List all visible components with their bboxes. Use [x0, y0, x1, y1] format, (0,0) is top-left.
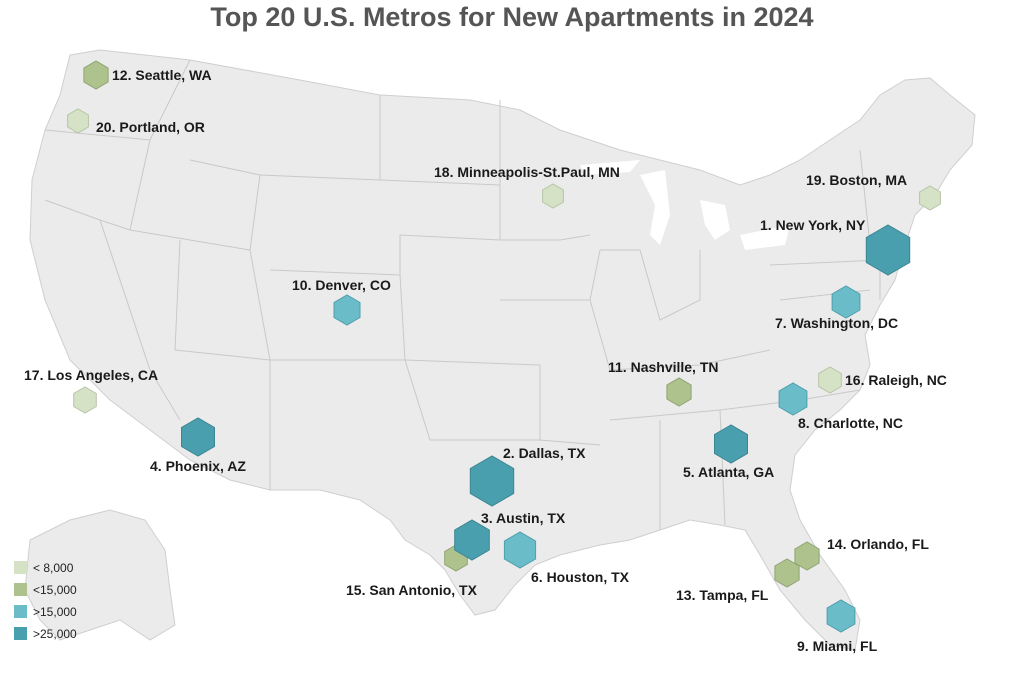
- metro-label-2: 2. Dallas, TX: [503, 445, 586, 461]
- metro-label-14: 14. Orlando, FL: [827, 536, 929, 552]
- legend-label-0: < 8,000: [33, 561, 74, 575]
- metro-hexagon-7[interactable]: [831, 285, 861, 319]
- legend-label-1: <15,000: [33, 583, 77, 597]
- metro-hexagon-8[interactable]: [778, 382, 808, 416]
- metro-label-7: 7. Washington, DC: [775, 315, 898, 331]
- metro-label-9: 9. Miami, FL: [797, 638, 878, 654]
- legend-swatch-0: [14, 561, 27, 574]
- metro-label-3: 3. Austin, TX: [481, 510, 566, 526]
- metro-hexagon-18[interactable]: [542, 183, 564, 209]
- metro-label-17: 17. Los Angeles, CA: [24, 367, 158, 383]
- metro-hexagon-4[interactable]: [181, 417, 215, 457]
- metro-label-12: 12. Seattle, WA: [112, 67, 212, 83]
- metro-label-16: 16. Raleigh, NC: [845, 372, 947, 388]
- metro-hexagon-14[interactable]: [794, 541, 820, 571]
- legend-swatch-2: [14, 605, 27, 618]
- metro-hexagon-12[interactable]: [83, 60, 109, 90]
- metro-label-8: 8. Charlotte, NC: [798, 415, 903, 431]
- metro-label-5: 5. Atlanta, GA: [683, 464, 774, 480]
- metro-hexagon-5[interactable]: [714, 424, 748, 464]
- metro-label-10: 10. Denver, CO: [292, 277, 391, 293]
- metro-hexagon-11[interactable]: [666, 377, 692, 407]
- metro-hexagon-20[interactable]: [67, 108, 89, 134]
- metro-label-11: 11. Nashville, TN: [608, 359, 719, 375]
- metro-label-6: 6. Houston, TX: [531, 569, 630, 585]
- legend-swatch-3: [14, 627, 27, 640]
- map-title: Top 20 U.S. Metros for New Apartments in…: [210, 2, 814, 32]
- legend-swatch-1: [14, 583, 27, 596]
- legend-label-2: >15,000: [33, 605, 77, 619]
- great-lakes: [580, 160, 790, 250]
- metro-hexagon-2[interactable]: [469, 455, 515, 507]
- legend-label-3: >25,000: [33, 627, 77, 641]
- state-boundaries: [44, 59, 881, 530]
- us-landmass: [29, 49, 976, 651]
- metro-hexagon-19[interactable]: [919, 185, 941, 211]
- metro-label-19: 19. Boston, MA: [806, 172, 907, 188]
- metro-label-1: 1. New York, NY: [760, 217, 866, 233]
- metro-hexagon-9[interactable]: [826, 599, 856, 633]
- metro-hexagon-1[interactable]: [865, 224, 911, 276]
- metro-label-18: 18. Minneapolis-St.Paul, MN: [434, 164, 620, 180]
- alaska-landmass: [24, 509, 176, 641]
- metro-label-4: 4. Phoenix, AZ: [150, 458, 246, 474]
- metro-label-20: 20. Portland, OR: [96, 119, 205, 135]
- metro-label-15: 15. San Antonio, TX: [346, 582, 478, 598]
- metro-hexagon-10[interactable]: [333, 294, 361, 326]
- metro-hexagon-13[interactable]: [774, 558, 800, 588]
- metro-hexagon-16[interactable]: [818, 366, 842, 394]
- metro-hexagon-17[interactable]: [73, 386, 97, 414]
- metro-hexagon-3[interactable]: [454, 519, 490, 561]
- metro-label-13: 13. Tampa, FL: [676, 587, 769, 603]
- metro-hexagon-6[interactable]: [503, 531, 537, 569]
